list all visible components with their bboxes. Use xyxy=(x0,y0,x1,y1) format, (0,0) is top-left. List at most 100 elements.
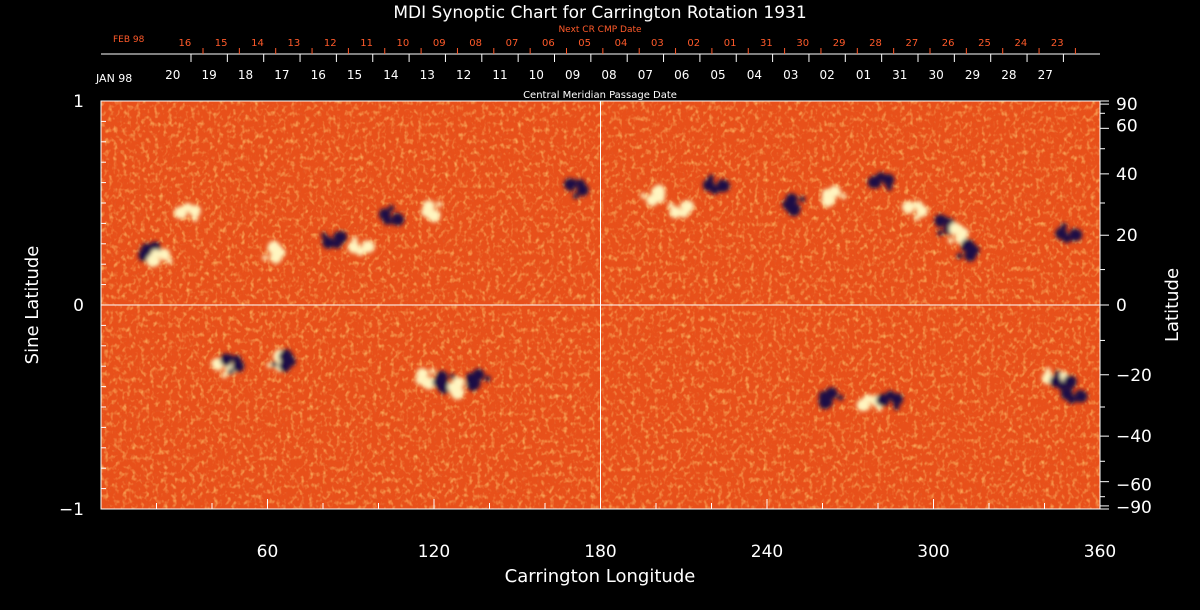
magnetic-region-positive xyxy=(221,372,228,379)
magnetic-region-negative xyxy=(961,238,974,251)
cmp-date-label: 27 xyxy=(1038,68,1053,82)
magnetic-region-negative xyxy=(956,252,963,259)
y-axis-right-tick-label: 20 xyxy=(1116,226,1138,246)
cmp-date-label: 19 xyxy=(202,68,217,82)
next-cr-date-label: 28 xyxy=(869,38,882,49)
magnetic-region-negative xyxy=(227,354,234,361)
cmp-date-label: 18 xyxy=(238,68,253,82)
magnetic-region-positive xyxy=(364,247,371,254)
magnetic-region-negative xyxy=(1061,223,1068,230)
next-cr-date-label: 26 xyxy=(942,38,955,49)
cmp-date-label: 11 xyxy=(492,68,507,82)
magnetic-region-positive xyxy=(429,368,436,375)
magnetic-region-negative xyxy=(378,208,391,221)
magnetic-region-negative xyxy=(886,184,893,191)
magnetic-region-negative xyxy=(708,174,715,181)
magnetic-region-negative xyxy=(278,360,291,373)
next-cr-caption: Next CR CMP Date xyxy=(558,25,642,35)
y-axis-right-tick-label: 0 xyxy=(1116,296,1127,316)
y-axis-right-tick-label: 60 xyxy=(1116,116,1138,136)
magnetic-region-negative xyxy=(718,186,725,193)
next-cr-date-label: 15 xyxy=(215,38,228,49)
magnetic-region-negative xyxy=(1060,387,1073,400)
y-axis-right-label: Latitude xyxy=(1162,268,1183,342)
magnetic-region-negative xyxy=(964,249,977,262)
magnetic-region-positive xyxy=(262,254,269,261)
cmp-date-label: 31 xyxy=(892,68,907,82)
magnetic-region-negative xyxy=(391,219,398,226)
x-axis-tick-label: 360 xyxy=(1084,542,1116,562)
next-cr-date-label: 09 xyxy=(433,38,446,49)
magnetic-region-positive xyxy=(669,206,682,219)
y-axis-right-tick-label: −60 xyxy=(1116,476,1152,496)
magnetic-region-positive xyxy=(840,193,847,200)
magnetic-region-positive xyxy=(188,204,201,217)
magnetic-region-positive xyxy=(351,236,358,243)
magnetic-region-positive xyxy=(422,200,435,213)
magnetic-region-negative xyxy=(576,184,589,197)
magnetic-region-positive xyxy=(436,201,443,208)
y-axis-left-tick-label: −1 xyxy=(59,500,84,520)
cmp-date-label: 13 xyxy=(420,68,435,82)
magnetic-region-negative xyxy=(871,175,878,182)
magnetic-region-negative xyxy=(937,229,944,236)
magnetic-region-positive xyxy=(158,248,171,261)
magnetic-region-negative xyxy=(321,232,328,239)
cmp-date-label: 29 xyxy=(965,68,980,82)
magnetic-region-negative xyxy=(1067,383,1074,390)
magnetic-region-positive xyxy=(640,192,647,199)
magnetic-region-positive xyxy=(863,394,873,404)
next-cr-date-label: 14 xyxy=(251,38,264,49)
magnetic-region-negative xyxy=(271,361,278,368)
magnetic-region-negative xyxy=(571,178,578,185)
next-cr-date-label: 07 xyxy=(506,38,519,49)
magnetic-region-positive xyxy=(913,214,920,221)
cmp-date-label: 07 xyxy=(638,68,653,82)
next-cr-date-label: 04 xyxy=(615,38,628,49)
cmp-month-label: JAN 98 xyxy=(95,72,132,85)
magnetic-region-negative xyxy=(893,404,900,411)
x-axis-label: Carrington Longitude xyxy=(505,566,696,587)
next-cr-date-label: 11 xyxy=(360,38,373,49)
y-axis-right-tick-label: 40 xyxy=(1116,165,1138,185)
cmp-date-label: 17 xyxy=(274,68,289,82)
next-cr-date-label: 03 xyxy=(651,38,664,49)
magnetic-region-positive xyxy=(192,215,199,222)
magnetic-region-negative xyxy=(435,370,448,383)
cmp-date-label: 09 xyxy=(565,68,580,82)
x-axis: 60 120 180 240 300 360 xyxy=(156,499,1116,562)
magnetic-region-negative xyxy=(1049,375,1062,388)
cmp-date-label: 03 xyxy=(783,68,798,82)
cmp-date-label: 30 xyxy=(929,68,944,82)
next-cr-date-label: 24 xyxy=(1015,38,1028,49)
x-axis-tick-label: 300 xyxy=(917,542,949,562)
cmp-date-label: 12 xyxy=(456,68,471,82)
magnetic-region-negative xyxy=(880,393,887,400)
y-axis-left: 1 0 −1 xyxy=(59,92,111,520)
y-axis-right-tick-label: −40 xyxy=(1116,427,1152,447)
x-axis-tick-label: 60 xyxy=(257,542,279,562)
y-axis-right-tick-label: 90 xyxy=(1116,95,1138,115)
next-cr-date-label: 08 xyxy=(469,38,482,49)
magnetic-region-negative xyxy=(785,193,798,206)
next-cr-month-label: FEB 98 xyxy=(113,35,145,45)
magnetic-region-positive xyxy=(452,376,465,389)
magnetic-region-negative xyxy=(572,193,579,200)
next-cr-date-label: 12 xyxy=(324,38,337,49)
next-cr-date-label: 06 xyxy=(542,38,555,49)
magnetic-region-negative xyxy=(799,196,806,203)
chart-title: MDI Synoptic Chart for Carrington Rotati… xyxy=(393,3,806,23)
magnetic-region-negative xyxy=(1070,235,1077,242)
magnetic-region-positive xyxy=(828,185,841,198)
next-cr-date-label: 05 xyxy=(578,38,591,49)
magnetic-region-positive xyxy=(646,194,659,207)
next-cr-date-label: 16 xyxy=(178,38,191,49)
next-cr-date-label: 23 xyxy=(1051,38,1064,49)
cmp-date-label: 06 xyxy=(674,68,689,82)
next-cr-date-label: 30 xyxy=(796,38,809,49)
magnetic-region-positive xyxy=(876,405,883,412)
cmp-caption: Central Meridian Passage Date xyxy=(523,90,677,101)
magnetic-region-negative xyxy=(227,368,234,375)
